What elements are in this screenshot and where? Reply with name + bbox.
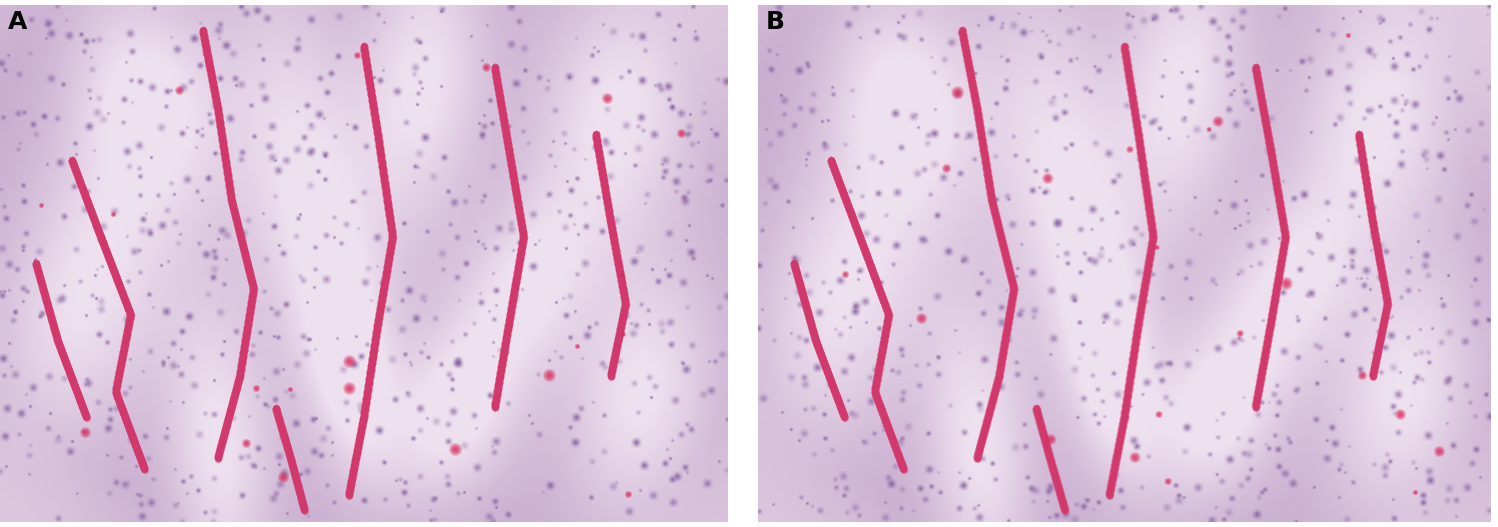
Text: B: B xyxy=(765,10,785,34)
Text: A: A xyxy=(7,10,27,34)
